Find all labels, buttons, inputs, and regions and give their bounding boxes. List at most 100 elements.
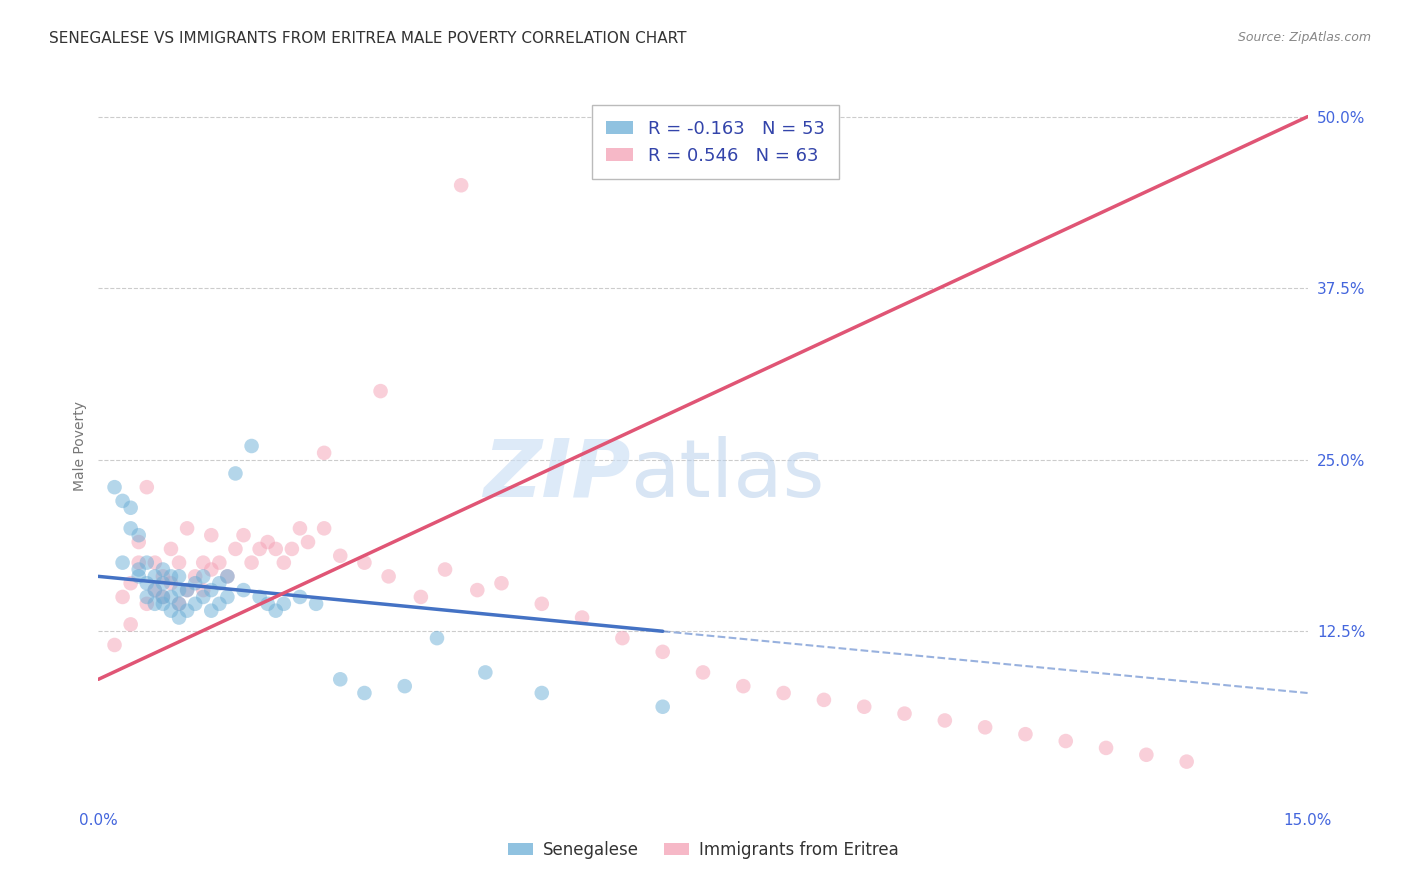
Point [160, 541, 183, 556]
Point [208, 576, 231, 591]
Point [394, 679, 416, 693]
Point [152, 597, 174, 611]
Point [249, 590, 271, 604]
Point [314, 446, 336, 460]
Point [733, 679, 755, 693]
Point [111, 556, 134, 570]
Point [200, 604, 222, 618]
Point [143, 556, 166, 570]
Text: Source: ZipAtlas.com: Source: ZipAtlas.com [1237, 31, 1371, 45]
Point [128, 569, 150, 583]
Point [152, 590, 174, 604]
Point [193, 556, 215, 570]
Point [143, 583, 166, 598]
Point [143, 597, 166, 611]
Point [135, 597, 157, 611]
Point [434, 562, 457, 576]
Point [232, 583, 254, 598]
Point [314, 521, 336, 535]
Point [200, 583, 222, 598]
Point [450, 178, 472, 193]
Point [772, 686, 794, 700]
Point [176, 521, 198, 535]
Point [1135, 747, 1157, 762]
Point [152, 569, 174, 583]
Point [530, 686, 553, 700]
Point [240, 556, 263, 570]
Point [651, 645, 673, 659]
Point [103, 638, 125, 652]
Point [329, 549, 352, 563]
Point [273, 556, 295, 570]
Point [160, 590, 183, 604]
Point [288, 521, 311, 535]
Point [193, 590, 215, 604]
Point [853, 699, 876, 714]
Point [193, 569, 215, 583]
Point [200, 562, 222, 576]
Point [167, 597, 190, 611]
Point [167, 610, 190, 624]
Text: SENEGALESE VS IMMIGRANTS FROM ERITREA MALE POVERTY CORRELATION CHART: SENEGALESE VS IMMIGRANTS FROM ERITREA MA… [49, 31, 686, 46]
Point [167, 583, 190, 598]
Point [409, 590, 432, 604]
Point [135, 480, 157, 494]
Point [111, 590, 134, 604]
Point [184, 597, 207, 611]
Point [813, 693, 835, 707]
Point [1054, 734, 1077, 748]
Point [256, 535, 278, 549]
Point [111, 494, 134, 508]
Point [370, 384, 392, 398]
Point [256, 597, 278, 611]
Point [160, 604, 183, 618]
Point [184, 569, 207, 583]
Point [377, 569, 399, 583]
Point [651, 699, 673, 714]
Point [135, 556, 157, 570]
Point [692, 665, 714, 680]
Point [135, 590, 157, 604]
Point [232, 528, 254, 542]
Point [329, 673, 352, 687]
Point [264, 604, 287, 618]
Point [160, 569, 183, 583]
Point [167, 569, 190, 583]
Point [120, 576, 142, 591]
Point [273, 597, 295, 611]
Point [571, 610, 593, 624]
Point [1014, 727, 1036, 741]
Point [176, 583, 198, 598]
Point [128, 535, 150, 549]
Point [288, 590, 311, 604]
Point [208, 556, 231, 570]
Point [128, 528, 150, 542]
Text: ZIP: ZIP [484, 435, 630, 514]
Point [249, 541, 271, 556]
Point [193, 583, 215, 598]
Point [353, 686, 375, 700]
Point [612, 631, 634, 645]
Point [152, 576, 174, 591]
Point [305, 597, 328, 611]
Point [143, 569, 166, 583]
Point [1175, 755, 1198, 769]
Text: atlas: atlas [630, 435, 825, 514]
Point [176, 583, 198, 598]
Point [152, 562, 174, 576]
Point [160, 576, 183, 591]
Point [200, 528, 222, 542]
Point [152, 590, 174, 604]
Point [426, 631, 449, 645]
Point [167, 597, 190, 611]
Point [224, 541, 246, 556]
Legend: Senegalese, Immigrants from Eritrea: Senegalese, Immigrants from Eritrea [501, 835, 905, 866]
Point [217, 569, 239, 583]
Point [281, 541, 304, 556]
Point [217, 569, 239, 583]
Point [264, 541, 287, 556]
Point [143, 583, 166, 598]
Point [167, 556, 190, 570]
Point [465, 583, 488, 598]
Y-axis label: Male Poverty: Male Poverty [73, 401, 87, 491]
